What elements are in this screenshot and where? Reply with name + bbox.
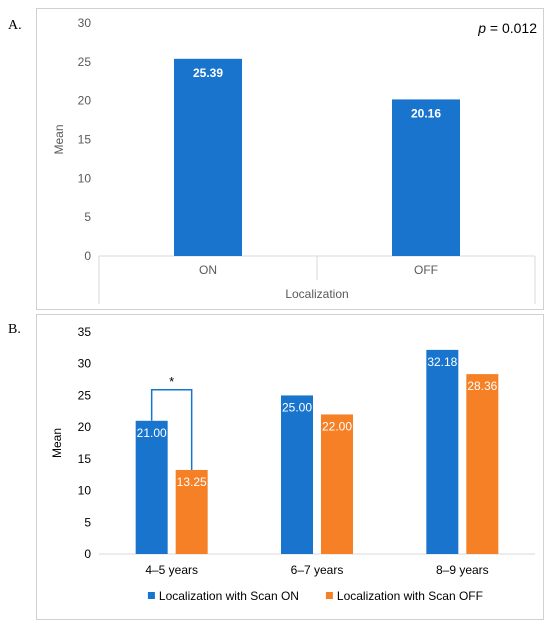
y-tick-label-2: 10 [78,171,92,185]
y-tick-label-4: 20 [78,94,92,108]
x-tick-label-on: ON [199,263,217,277]
chart-a: 0 5 10 15 20 25 30 Mean 25.39 ON 20.16 OFF Localizat… [52,16,537,304]
data-label-off-0: 13.25 [177,475,207,489]
x-tick-label-off: OFF [414,263,438,277]
y-axis-label: Mean [50,428,64,458]
legend-label-on: Localization with Scan ON [159,589,299,603]
y-tick-label-2: 10 [78,484,92,498]
significance-bracket [150,389,193,470]
data-label-off-1: 22.00 [322,419,352,433]
y-tick-label-5: 25 [78,55,92,69]
data-label-off-2: 28.36 [467,379,497,393]
y-tick-label-0: 0 [84,249,91,263]
y-axis-label: Mean [52,124,66,154]
y-tick-label-6: 30 [78,16,92,30]
y-tick-label-6: 30 [78,357,92,371]
y-tick-label-4: 20 [78,420,92,434]
data-label-on-1: 25.00 [282,400,312,414]
bar-on-0 [135,420,168,554]
legend-label-off: Localization with Scan OFF [337,589,483,603]
bar-off-0 [175,469,208,554]
data-label-on-0: 21.00 [137,426,167,440]
data-label-on: 25.39 [193,66,223,80]
bar-off-1 [321,414,353,554]
p-symbol: p [477,20,486,36]
p-value-text: = 0.012 [486,20,537,36]
bar-off [392,99,460,256]
bar-off-2 [466,374,499,554]
chart-b-frame: 0 5 10 15 20 25 30 35 Mean 21.00 13.25 4–5 years * 25… [36,314,544,620]
panel-b-letter: B. [8,322,21,337]
bar-on-2 [426,349,459,554]
p-value-annotation: p = 0.012 [477,20,537,36]
legend-swatch-on [147,592,155,599]
x-tick-label-0: 4–5 years [145,563,198,577]
legend-swatch-off [325,592,333,599]
x-tick-label-2: 8–9 years [436,563,489,577]
chart-b: 0 5 10 15 20 25 30 35 Mean 21.00 13.25 4–5 years * 25… [50,325,535,603]
chart-a-frame: 0 5 10 15 20 25 30 Mean 25.39 ON 20.16 OFF Localizat… [36,8,544,310]
y-tick-label-1: 5 [84,515,91,529]
bar-on-1 [281,395,313,554]
y-tick-label-3: 15 [78,452,92,466]
x-axis-label: Localization [285,287,348,301]
x-tick-label-1: 6–7 years [291,563,344,577]
data-label-off: 20.16 [411,106,441,120]
data-label-on-2: 32.18 [427,355,457,369]
y-tick-label-0: 0 [84,547,91,561]
y-tick-label-5: 25 [78,388,92,402]
significance-star: * [169,374,174,389]
panel-a-letter: A. [8,18,22,33]
y-tick-label-1: 5 [84,210,91,224]
bar-on [174,58,242,256]
y-tick-label-3: 15 [78,133,92,147]
y-tick-label-7: 35 [78,325,92,339]
